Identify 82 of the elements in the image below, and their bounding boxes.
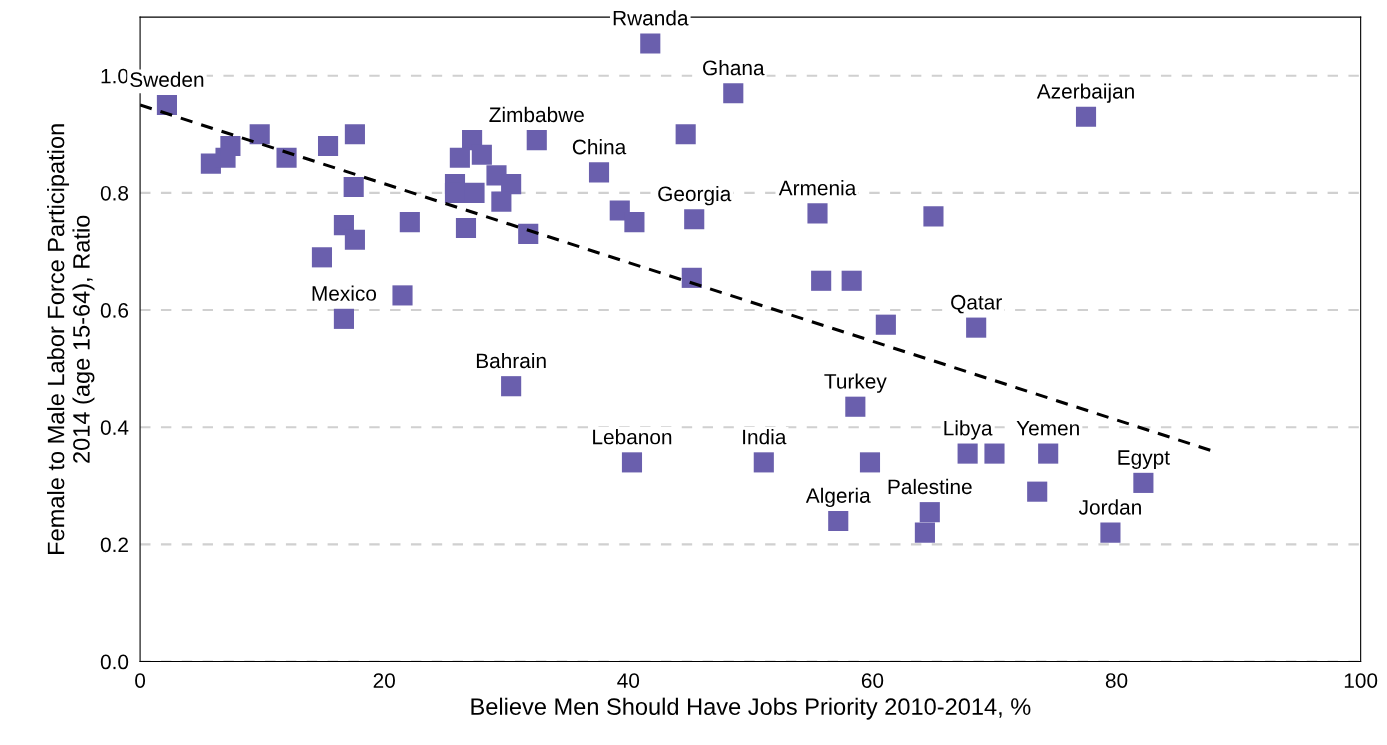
point xyxy=(1075,106,1097,127)
point xyxy=(675,124,696,145)
point xyxy=(311,247,333,268)
y-tick-label: 0.4 xyxy=(100,420,129,435)
point xyxy=(845,396,866,417)
x-tick-label: 100 xyxy=(1344,673,1378,688)
point xyxy=(1100,522,1121,543)
point xyxy=(1038,443,1059,464)
y-tick-label: 0.2 xyxy=(100,537,128,553)
annotation: Sweden xyxy=(130,71,204,87)
point xyxy=(392,285,413,306)
point xyxy=(526,130,547,151)
point xyxy=(344,229,365,250)
annotation: Azerbaijan xyxy=(1036,83,1134,103)
point xyxy=(444,182,466,203)
point xyxy=(317,135,339,157)
point xyxy=(501,174,522,195)
point xyxy=(859,452,881,473)
point xyxy=(828,510,849,532)
point xyxy=(914,522,935,543)
y-tick-label: 1.0 xyxy=(101,68,129,84)
point xyxy=(640,33,661,54)
point xyxy=(723,83,744,104)
y-tick-label: 0.0 xyxy=(100,654,129,670)
annotation: Yemen xyxy=(1016,421,1079,436)
point xyxy=(875,314,896,335)
point xyxy=(399,212,420,233)
annotation: Ghana xyxy=(703,59,765,76)
point xyxy=(455,217,477,239)
point xyxy=(1133,472,1154,493)
point xyxy=(957,443,978,464)
x-tick-label: 40 xyxy=(617,673,640,688)
point xyxy=(811,270,832,291)
x-tick-label: 60 xyxy=(861,673,884,688)
point xyxy=(471,144,492,165)
point xyxy=(684,209,705,230)
y-tick-label: 0.8 xyxy=(100,185,129,201)
annotation: Mexico xyxy=(312,285,377,301)
point xyxy=(491,191,512,212)
annotation: Jordan xyxy=(1078,499,1141,515)
annotation: Palestine xyxy=(888,478,972,495)
annotation: Bahrain xyxy=(476,352,546,369)
annotation: Georgia xyxy=(658,185,732,206)
point xyxy=(156,94,177,116)
point xyxy=(333,308,354,329)
annotation: Algeria xyxy=(805,487,871,508)
annotation: Turkey xyxy=(824,373,887,393)
point xyxy=(588,162,610,183)
point xyxy=(1027,481,1048,502)
x-tick-label: 80 xyxy=(1105,673,1128,688)
annotation: Egypt xyxy=(1118,450,1170,469)
point xyxy=(923,206,944,227)
point xyxy=(343,176,364,198)
point xyxy=(449,147,470,168)
point xyxy=(276,147,297,168)
annotation: Rwanda xyxy=(613,10,689,26)
point xyxy=(249,124,270,145)
point xyxy=(624,212,645,233)
point xyxy=(621,452,643,473)
y-tick-label: 0.6 xyxy=(100,303,129,318)
annotation: Zimbabwe xyxy=(489,106,584,123)
point xyxy=(807,203,828,224)
point xyxy=(464,182,485,203)
annotation: Lebanon xyxy=(593,429,672,445)
point xyxy=(919,502,940,523)
point xyxy=(753,452,774,473)
x-tick-label: 0 xyxy=(135,673,146,688)
point xyxy=(984,443,1005,464)
point xyxy=(841,270,862,291)
x-axis-title: Believe Men Should Have Jobs Priority 2010-2014, % xyxy=(471,697,1031,720)
annotation: Libya xyxy=(944,420,993,440)
point xyxy=(501,376,522,397)
point xyxy=(966,317,987,338)
point xyxy=(681,267,702,288)
annotation: Armenia xyxy=(778,180,857,196)
y-axis-title: Female to Male Labor Force Participation 2014 (age 15-64), Ratio xyxy=(47,124,95,554)
point xyxy=(220,135,241,157)
annotation: Qatar xyxy=(951,294,1002,314)
annotation: China xyxy=(572,139,627,155)
x-tick-label: 20 xyxy=(373,673,395,688)
point xyxy=(344,124,365,145)
annotation: India xyxy=(743,429,787,445)
